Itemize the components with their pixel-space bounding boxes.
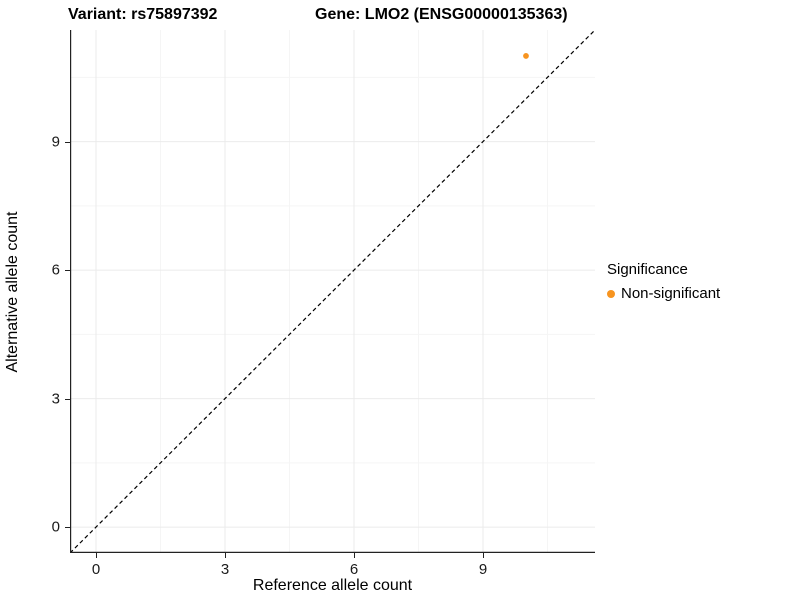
identity-dashed-line bbox=[70, 30, 595, 553]
y-tick-mark bbox=[65, 141, 70, 143]
legend-item: Non-significant bbox=[607, 285, 720, 302]
y-tick-label: 3 bbox=[51, 390, 60, 408]
gene-title: Gene: LMO2 (ENSG00000135363) bbox=[315, 6, 568, 23]
x-tick-label: 9 bbox=[478, 561, 488, 578]
legend: Significance Non-significant bbox=[607, 261, 720, 302]
variant-title: Variant: rs75897392 bbox=[68, 6, 218, 23]
data-point bbox=[523, 53, 529, 59]
y-tick-mark bbox=[65, 398, 70, 400]
y-tick-label: 0 bbox=[51, 518, 60, 536]
legend-title: Significance bbox=[607, 261, 688, 278]
scatter-plot bbox=[70, 30, 595, 553]
y-tick-label: 9 bbox=[51, 133, 60, 151]
plot-panel bbox=[70, 30, 595, 553]
x-tick-mark bbox=[225, 553, 226, 558]
y-tick-mark bbox=[65, 527, 70, 529]
x-tick-mark bbox=[353, 553, 355, 558]
x-tick-label: 3 bbox=[220, 561, 230, 578]
x-axis-title: Reference allele count bbox=[252, 577, 413, 594]
x-tick-label: 6 bbox=[349, 561, 359, 578]
x-tick-mark bbox=[482, 553, 484, 558]
y-tick-mark bbox=[65, 270, 70, 272]
legend-point-icon bbox=[607, 289, 615, 298]
y-tick-label: 6 bbox=[51, 261, 60, 279]
legend-items: Non-significant bbox=[607, 285, 720, 302]
legend-item-label: Non-significant bbox=[621, 285, 721, 302]
x-tick-mark bbox=[96, 553, 97, 558]
x-tick-label: 0 bbox=[91, 561, 101, 578]
y-axis-title: Alternative allele count bbox=[4, 211, 21, 373]
